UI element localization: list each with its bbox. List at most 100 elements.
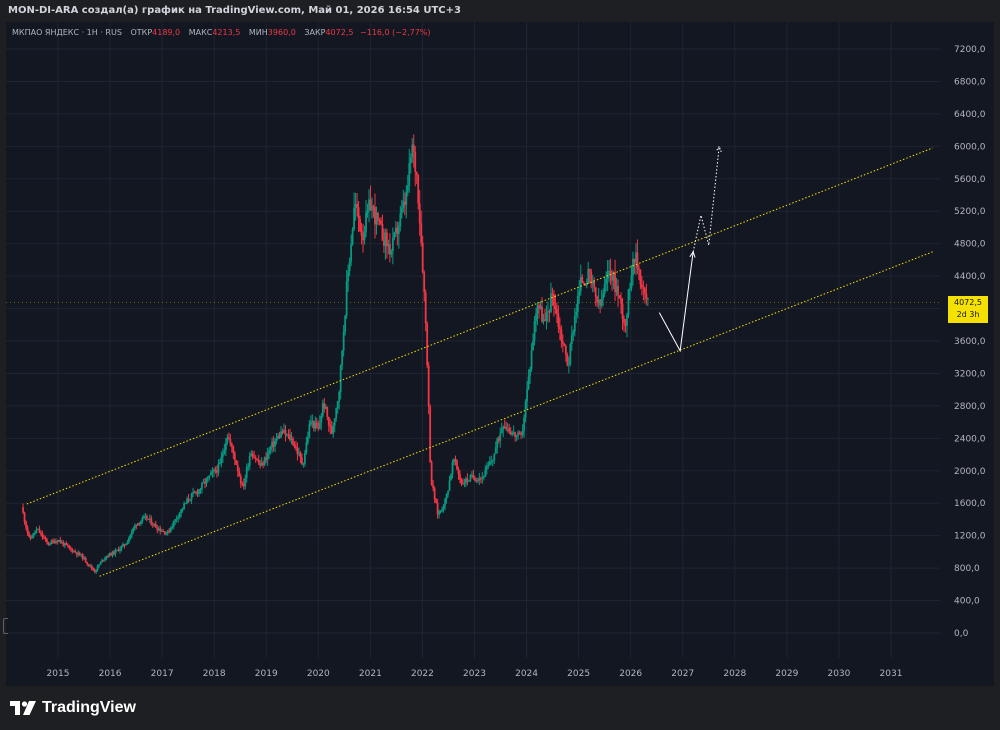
price-chart[interactable]: 0,0 400,0 800,0 1200,0 1600,0 2000,0 2400,0 280…	[6, 22, 994, 686]
projection-dotted	[692, 146, 720, 252]
candle-body	[132, 528, 135, 531]
candle-body	[172, 521, 175, 527]
candle-body	[533, 320, 536, 341]
candle-body	[125, 544, 127, 546]
scroll-left-handle[interactable]	[3, 618, 8, 634]
candle-body	[636, 252, 639, 269]
y-tick-label: 5600,0	[954, 175, 986, 185]
candle-body	[402, 201, 405, 209]
candle-body	[338, 392, 341, 402]
candle-body	[572, 331, 575, 335]
candle-body	[110, 553, 112, 556]
candle-body	[104, 557, 106, 560]
candle-body	[308, 424, 311, 438]
candle-body	[524, 401, 527, 418]
candle-body	[547, 311, 549, 313]
candle-body	[151, 524, 154, 526]
candle-body	[585, 283, 588, 286]
candle-body	[436, 502, 439, 515]
candle-body	[365, 212, 367, 233]
candle-body	[89, 565, 92, 567]
candle-body	[266, 453, 269, 460]
candle-body	[311, 420, 314, 422]
symbol-name[interactable]: МКПАО ЯНДЕКС · 1Н · RUS	[12, 28, 122, 37]
candle-body	[521, 430, 524, 435]
candle-body	[462, 483, 464, 485]
candle-body	[606, 271, 609, 279]
candle-body	[37, 528, 39, 530]
y-tick-label: 4400,0	[954, 272, 986, 282]
candle-body	[305, 442, 308, 454]
candle-body	[169, 528, 172, 532]
candle-body	[441, 509, 443, 511]
candle-body	[329, 424, 332, 427]
candle-body	[150, 518, 153, 525]
channel-line-upper	[26, 147, 933, 505]
candle-body	[420, 223, 423, 243]
candle-body	[508, 428, 511, 432]
candle-body	[405, 191, 408, 205]
candle-body	[372, 206, 375, 208]
candle-body	[356, 204, 358, 208]
candle-body	[538, 304, 540, 309]
candle-body	[612, 272, 615, 281]
candle-body	[581, 277, 584, 283]
candle-body	[511, 432, 514, 435]
candle-body	[51, 540, 54, 542]
candle-body	[451, 462, 454, 475]
candle-body	[363, 232, 366, 241]
candle-body	[490, 461, 493, 463]
candle-body	[332, 425, 335, 434]
candle-body	[178, 513, 181, 518]
chart-panel[interactable]: 0,0 400,0 800,0 1200,0 1600,0 2000,0 2400,0 280…	[6, 22, 994, 686]
candle-body	[269, 447, 272, 451]
candle-body	[93, 570, 96, 573]
candle-body	[41, 533, 44, 538]
candle-body	[509, 431, 512, 435]
candle-body	[217, 464, 220, 473]
candle-body	[602, 293, 605, 299]
x-tick-label: 2025	[567, 669, 590, 679]
tradingview-logo[interactable]: TradingView	[10, 699, 136, 717]
candle-body	[28, 532, 30, 537]
candle-body	[117, 549, 120, 552]
candle-body	[469, 475, 472, 481]
candle-body	[223, 450, 226, 454]
candle-body	[90, 565, 93, 569]
candle-body	[292, 438, 294, 445]
candle-body	[362, 235, 364, 241]
candle-body	[471, 474, 473, 476]
candle-body	[388, 244, 391, 255]
candle-body	[245, 467, 248, 478]
candle-body	[324, 406, 327, 409]
footer: TradingView	[0, 686, 1000, 730]
candle-body	[133, 525, 136, 529]
candle-body	[576, 295, 579, 312]
x-tick-label: 2019	[255, 669, 278, 679]
candle-body	[603, 284, 606, 294]
candle-body	[144, 516, 147, 518]
symbol-legend[interactable]: МКПАО ЯНДЕКС · 1Н · RUS ОТКР4189,0 МАКС4…	[12, 28, 431, 37]
candle-body	[272, 441, 275, 447]
candle-body	[84, 557, 87, 563]
x-tick-label: 2017	[151, 669, 174, 679]
candle-body	[409, 157, 412, 163]
candle-body	[535, 313, 537, 321]
candle-body	[116, 549, 118, 551]
candle-body	[299, 452, 302, 458]
projection-solid	[658, 251, 694, 353]
candle-body	[271, 441, 273, 448]
candle-body	[154, 523, 157, 528]
candle-body	[427, 365, 430, 407]
candle-body	[433, 488, 436, 500]
candle-body	[515, 435, 518, 438]
candle-body	[46, 539, 48, 543]
candle-body	[460, 479, 463, 484]
candle-body	[445, 494, 448, 499]
candle-body	[566, 355, 569, 366]
candle-body	[29, 536, 32, 539]
candle-body	[596, 296, 599, 303]
candle-body	[320, 415, 323, 423]
y-tick-label: 4800,0	[954, 240, 986, 250]
candle-body	[198, 489, 200, 494]
